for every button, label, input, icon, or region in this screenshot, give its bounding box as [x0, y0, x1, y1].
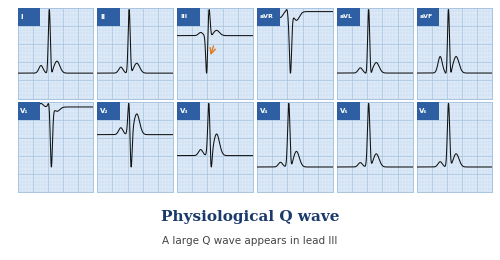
- Text: Physiological Q wave: Physiological Q wave: [161, 210, 339, 224]
- Text: A large Q wave appears in lead III: A large Q wave appears in lead III: [162, 236, 338, 245]
